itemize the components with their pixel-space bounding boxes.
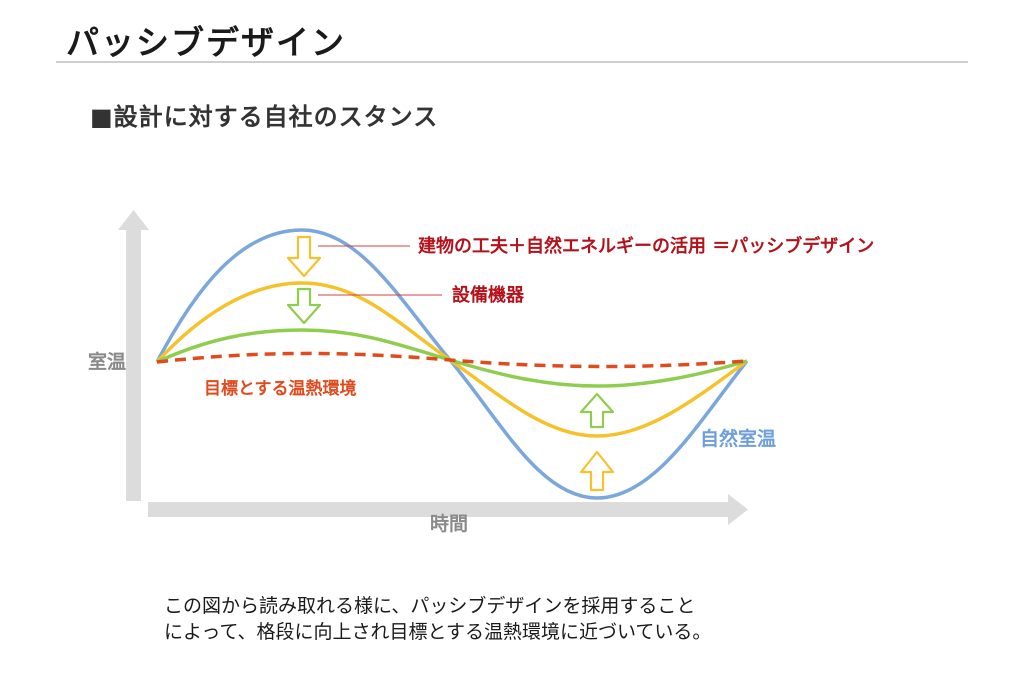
target-environment-line xyxy=(156,351,748,369)
title-divider xyxy=(56,61,968,63)
target-environment-label: 目標とする温熱環境 xyxy=(204,378,357,399)
natural-temperature-label: 自然室温 xyxy=(700,427,776,450)
x-axis-arrowhead xyxy=(728,494,748,525)
caption: この図から読み取れる様に、パッシブデザインを採用すること によって、格段に向上さ… xyxy=(164,593,711,645)
y-axis-bar xyxy=(126,228,141,501)
natural-temperature-curve xyxy=(155,228,749,500)
up-arrow-icon xyxy=(579,392,615,429)
up-arrow-icon xyxy=(579,450,615,492)
caption-line: この図から読み取れる様に、パッシブデザインを採用すること xyxy=(164,595,696,617)
x-axis-label: 時間 xyxy=(430,513,468,535)
equipment-label: 設備機器 xyxy=(452,284,525,306)
equipment-curve xyxy=(156,328,748,388)
axes xyxy=(118,210,748,525)
section-heading: ■設計に対する自社のスタンス xyxy=(90,103,439,131)
passive-design-label: 建物の工夫＋自然エネルギーの活用 ＝パッシブデザイン xyxy=(418,235,874,257)
page-title: パッシブデザイン xyxy=(66,23,346,62)
caption-line: によって、格段に向上され目標とする温熱環境に近づいている。 xyxy=(164,621,712,643)
x-axis-bar xyxy=(148,502,730,517)
down-arrow-icon xyxy=(286,235,322,278)
down-arrow-icon xyxy=(286,287,322,325)
y-axis-label: 室温 xyxy=(88,350,126,373)
y-axis-arrowhead xyxy=(118,210,149,230)
